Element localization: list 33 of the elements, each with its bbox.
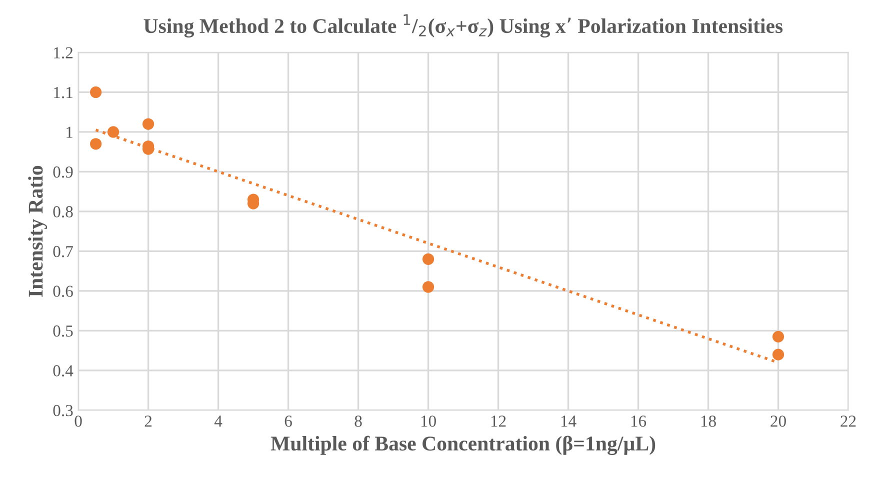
y-tick-label: 0.7 bbox=[53, 246, 73, 258]
x-tick-label: 20 bbox=[770, 416, 786, 427]
chart-title: Using Method 2 to Calculate $^{1}$/$_{2}$(σ$_{x}$+σ$_{z}$) Using x’ Polarization Intensities bbox=[144, 14, 783, 38]
point bbox=[772, 330, 784, 342]
y-tick-label: 0.5 bbox=[53, 325, 73, 337]
y-tick-label: 0.3 bbox=[53, 404, 73, 416]
x-tick-label: 12 bbox=[491, 416, 506, 427]
point bbox=[772, 348, 784, 360]
point bbox=[422, 253, 434, 265]
point bbox=[422, 281, 434, 293]
x-axis-title: Multiple of Base Concentration (β=1ng/µL) bbox=[270, 436, 656, 456]
x-tick-label: 0 bbox=[74, 416, 82, 427]
x-tick-label: 16 bbox=[631, 416, 646, 427]
x-tick-label: 22 bbox=[840, 416, 856, 427]
x-tick-label: 18 bbox=[701, 416, 716, 427]
point bbox=[90, 86, 102, 98]
x-tick-label: 2 bbox=[144, 416, 152, 427]
y-tick-label: 1.2 bbox=[54, 47, 73, 58]
y-tick-label: 0.9 bbox=[53, 166, 73, 178]
y-tick-label: 0.6 bbox=[53, 286, 73, 297]
point bbox=[90, 138, 102, 150]
y-tick-label: 0.4 bbox=[53, 365, 74, 376]
y-tick-label: 1 bbox=[66, 126, 72, 138]
y-tick-label: 0.8 bbox=[53, 206, 73, 218]
x-tick-label: 10 bbox=[421, 416, 436, 427]
x-tick-label: 6 bbox=[284, 416, 292, 427]
y-tick-label: 1.1 bbox=[54, 87, 72, 98]
point bbox=[142, 118, 154, 130]
y-axis-title: Intensity Ratio bbox=[28, 166, 48, 297]
point bbox=[107, 126, 120, 138]
x-tick-label: 14 bbox=[561, 416, 576, 427]
x-tick-label: 4 bbox=[214, 416, 222, 427]
x-tick-label: 8 bbox=[354, 416, 362, 427]
